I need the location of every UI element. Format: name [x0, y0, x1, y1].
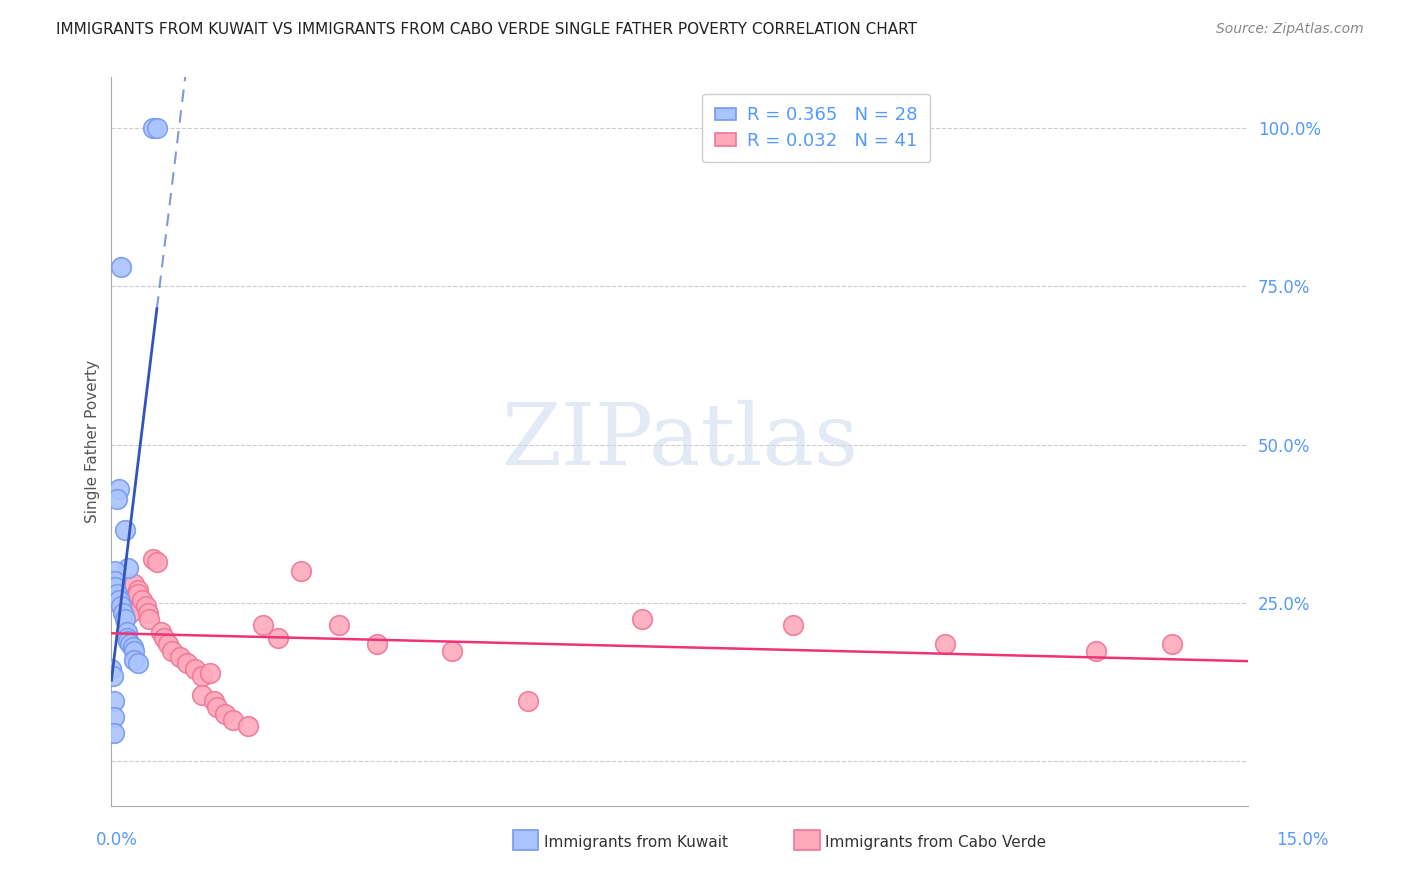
Point [138, 612, 160, 626]
Point [184, 663, 207, 677]
Point [169, 649, 191, 664]
Point [202, 694, 225, 708]
Point [122, 653, 145, 667]
Point [517, 694, 540, 708]
Point [110, 599, 132, 614]
Text: 15.0%: 15.0% [1277, 831, 1329, 849]
Point [221, 713, 243, 727]
Point [198, 665, 221, 680]
Point [149, 624, 172, 639]
Point [104, 592, 127, 607]
Text: Immigrants from Kuwait: Immigrants from Kuwait [544, 835, 728, 849]
Text: 0.0%: 0.0% [96, 831, 138, 849]
Point [176, 656, 198, 670]
Point [115, 599, 138, 614]
Point [366, 637, 388, 651]
Point [110, 260, 132, 275]
Point [103, 726, 125, 740]
Point [328, 618, 350, 632]
Point [107, 491, 129, 506]
Point [101, 669, 124, 683]
Point [114, 523, 136, 537]
Point [108, 592, 131, 607]
Point [108, 592, 131, 607]
Legend: R = 0.365   N = 28, R = 0.032   N = 41: R = 0.365 N = 28, R = 0.032 N = 41 [702, 94, 931, 162]
Point [114, 612, 136, 626]
Point [104, 565, 127, 579]
Point [252, 618, 274, 632]
Point [111, 592, 134, 607]
Point [934, 637, 956, 651]
Point [153, 631, 176, 645]
Point [122, 643, 145, 657]
Point [146, 555, 169, 569]
Point [115, 631, 138, 645]
Point [131, 592, 153, 607]
Point [142, 121, 165, 136]
Point [121, 640, 143, 655]
Point [115, 624, 138, 639]
Y-axis label: Single Father Poverty: Single Father Poverty [86, 360, 100, 523]
Point [441, 643, 464, 657]
Point [191, 669, 214, 683]
Text: ZIPatlas: ZIPatlas [501, 400, 858, 483]
Point [117, 634, 139, 648]
Point [142, 551, 165, 566]
Point [103, 694, 125, 708]
Point [107, 586, 129, 600]
Point [122, 577, 145, 591]
Point [630, 612, 652, 626]
Point [104, 574, 127, 588]
Point [214, 706, 236, 721]
Point [134, 599, 156, 614]
Text: Immigrants from Cabo Verde: Immigrants from Cabo Verde [825, 835, 1046, 849]
Point [146, 121, 169, 136]
Point [1085, 643, 1108, 657]
Point [236, 719, 259, 733]
Point [1161, 637, 1184, 651]
Text: Source: ZipAtlas.com: Source: ZipAtlas.com [1216, 22, 1364, 37]
Point [290, 565, 312, 579]
Text: IMMIGRANTS FROM KUWAIT VS IMMIGRANTS FROM CABO VERDE SINGLE FATHER POVERTY CORRE: IMMIGRANTS FROM KUWAIT VS IMMIGRANTS FRO… [56, 22, 917, 37]
Point [120, 637, 142, 651]
Point [111, 606, 134, 620]
Point [207, 700, 229, 714]
Point [108, 482, 131, 496]
Point [117, 561, 139, 575]
Point [127, 656, 149, 670]
Point [160, 643, 183, 657]
Point [191, 688, 214, 702]
Point [104, 580, 127, 594]
Point [136, 606, 159, 620]
Point [120, 606, 142, 620]
Point [100, 663, 122, 677]
Point [127, 586, 149, 600]
Point [157, 637, 180, 651]
Point [103, 710, 125, 724]
Point [267, 631, 290, 645]
Point [127, 583, 149, 598]
Point [782, 618, 804, 632]
